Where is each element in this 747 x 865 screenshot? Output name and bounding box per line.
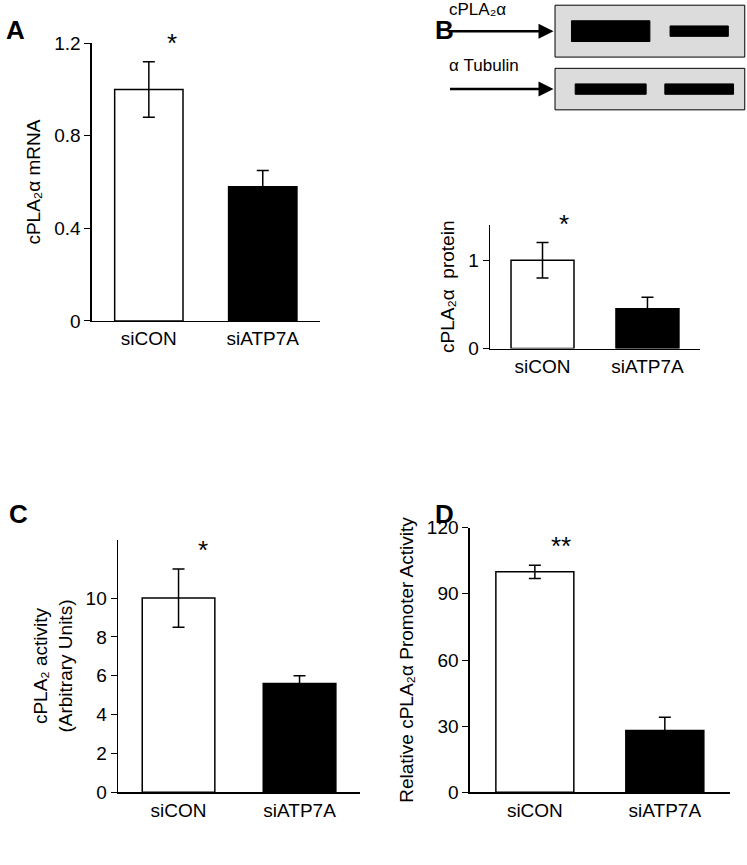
svg-text:siATP7A: siATP7A xyxy=(629,800,702,821)
svg-text:α Tubulin: α Tubulin xyxy=(449,56,519,75)
svg-text:90: 90 xyxy=(437,583,458,604)
svg-text:*: * xyxy=(198,535,208,565)
svg-text:1.2: 1.2 xyxy=(54,33,80,54)
svg-text:0.4: 0.4 xyxy=(54,218,81,239)
svg-text:0: 0 xyxy=(468,338,479,359)
svg-text:10: 10 xyxy=(86,588,107,609)
svg-text:30: 30 xyxy=(437,716,458,737)
svg-text:cPLA₂α protein: cPLA₂α protein xyxy=(437,221,458,353)
svg-text:*: * xyxy=(167,28,177,58)
svg-text:2: 2 xyxy=(96,743,107,764)
svg-text:0: 0 xyxy=(70,311,81,332)
svg-text:0: 0 xyxy=(96,782,107,803)
svg-text:siATP7A: siATP7A xyxy=(263,800,336,821)
svg-text:A: A xyxy=(6,15,25,45)
svg-text:siATP7A: siATP7A xyxy=(227,328,300,349)
svg-text:D: D xyxy=(435,499,454,529)
svg-text:60: 60 xyxy=(437,650,458,671)
svg-text:120: 120 xyxy=(427,517,459,538)
svg-text:**: ** xyxy=(551,531,571,561)
svg-text:cPLA₂ activity(Arbitrary Units: cPLA₂ activity(Arbitrary Units) xyxy=(30,600,76,733)
svg-text:cPLA₂α mRNA: cPLA₂α mRNA xyxy=(23,119,44,244)
svg-text:siCON: siCON xyxy=(507,800,563,821)
svg-text:siCON: siCON xyxy=(515,356,571,377)
svg-text:0.8: 0.8 xyxy=(54,125,80,146)
svg-text:6: 6 xyxy=(96,665,107,686)
svg-text:B: B xyxy=(435,15,454,45)
svg-text:C: C xyxy=(9,499,28,529)
svg-text:cPLA₂α: cPLA₂α xyxy=(449,0,506,19)
svg-text:4: 4 xyxy=(96,704,107,725)
svg-text:siATP7A: siATP7A xyxy=(611,356,684,377)
svg-text:1: 1 xyxy=(468,250,479,271)
svg-text:8: 8 xyxy=(96,627,107,648)
svg-text:Relative cPLA₂α Promoter Activ: Relative cPLA₂α Promoter Activity xyxy=(396,517,417,803)
svg-text:0: 0 xyxy=(448,782,459,803)
svg-text:siCON: siCON xyxy=(121,328,177,349)
svg-text:siCON: siCON xyxy=(151,800,207,821)
svg-text:*: * xyxy=(559,209,569,239)
